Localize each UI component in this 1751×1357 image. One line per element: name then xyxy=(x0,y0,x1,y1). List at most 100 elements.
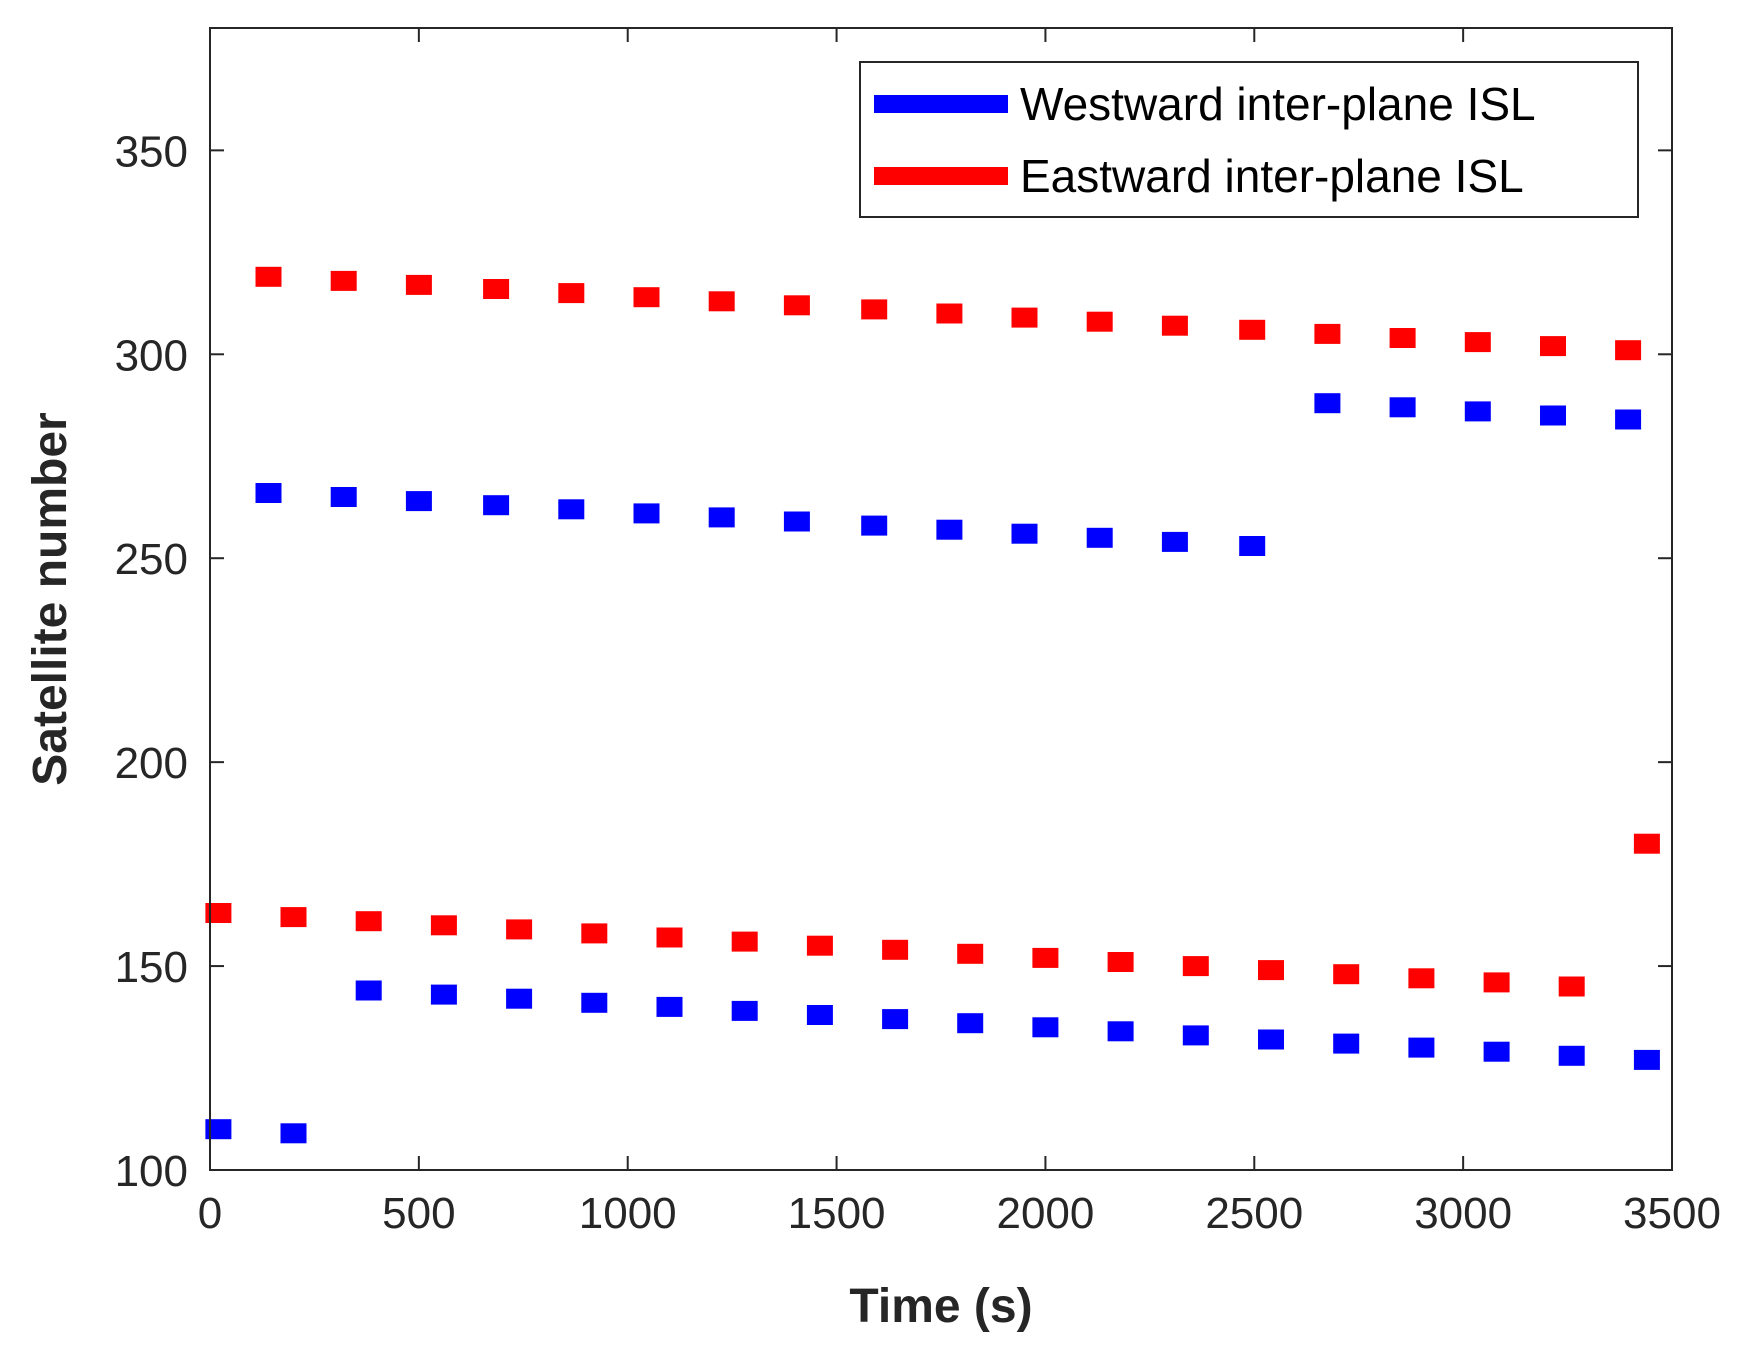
marker-eastward-12 xyxy=(1161,315,1188,336)
y-tick-label-3: 250 xyxy=(115,535,188,584)
marker-westward-11 xyxy=(1086,527,1113,548)
y-tick-label-4: 300 xyxy=(115,331,188,380)
marker-westward-21 xyxy=(355,980,382,1001)
marker-westward-19 xyxy=(205,1119,232,1140)
marker-eastward-28 xyxy=(882,939,909,960)
marker-westward-30 xyxy=(1032,1017,1059,1038)
marker-westward-16 xyxy=(1464,401,1491,422)
data-markers xyxy=(205,266,1660,1144)
marker-westward-14 xyxy=(1314,393,1341,414)
marker-eastward-8 xyxy=(861,299,888,320)
marker-westward-33 xyxy=(1258,1029,1284,1050)
marker-westward-38 xyxy=(1633,1049,1660,1070)
marker-eastward-36 xyxy=(1483,972,1510,993)
legend: Westward inter-plane ISL Eastward inter-… xyxy=(859,61,1639,218)
marker-westward-28 xyxy=(882,1009,909,1030)
marker-eastward-2 xyxy=(405,274,432,295)
marker-eastward-20 xyxy=(280,907,307,928)
marker-westward-37 xyxy=(1558,1045,1585,1066)
marker-eastward-0 xyxy=(255,266,282,287)
marker-westward-15 xyxy=(1389,397,1416,418)
marker-westward-6 xyxy=(708,507,735,528)
marker-eastward-10 xyxy=(1011,307,1038,328)
legend-label-eastward: Eastward inter-plane ISL xyxy=(1020,150,1524,202)
x-tick-label-1: 500 xyxy=(382,1189,455,1238)
marker-eastward-23 xyxy=(506,919,533,940)
x-tick-label-7: 3500 xyxy=(1623,1189,1721,1238)
marker-westward-7 xyxy=(783,511,810,532)
marker-westward-12 xyxy=(1161,531,1188,552)
marker-westward-5 xyxy=(633,503,660,524)
x-tick-label-5: 2500 xyxy=(1205,1189,1303,1238)
marker-eastward-22 xyxy=(430,915,457,936)
legend-label-westward: Westward inter-plane ISL xyxy=(1020,78,1536,130)
y-tick-label-1: 150 xyxy=(115,943,188,992)
marker-westward-23 xyxy=(506,988,533,1009)
marker-westward-34 xyxy=(1333,1033,1360,1054)
legend-box xyxy=(859,61,1639,218)
marker-westward-32 xyxy=(1182,1025,1209,1046)
marker-eastward-13 xyxy=(1239,319,1266,340)
marker-westward-36 xyxy=(1483,1041,1510,1062)
marker-eastward-19 xyxy=(205,903,232,923)
x-tick-label-4: 2000 xyxy=(996,1189,1094,1238)
marker-westward-18 xyxy=(1615,409,1642,430)
marker-westward-22 xyxy=(430,984,457,1005)
marker-eastward-4 xyxy=(558,283,585,304)
marker-westward-26 xyxy=(731,1000,758,1021)
marker-eastward-31 xyxy=(1107,952,1134,972)
ticks: 0 500 1000 1500 2000 2500 3000 3500 100 150 200 250… xyxy=(115,28,1721,1238)
marker-westward-25 xyxy=(656,996,683,1017)
marker-eastward-1 xyxy=(330,270,357,291)
marker-eastward-5 xyxy=(633,287,660,308)
marker-eastward-9 xyxy=(936,303,963,324)
marker-eastward-38 xyxy=(1633,833,1660,854)
marker-eastward-14 xyxy=(1314,323,1341,344)
x-axis-title: Time (s) xyxy=(849,1280,1032,1333)
marker-eastward-35 xyxy=(1408,968,1435,989)
marker-eastward-27 xyxy=(806,935,833,956)
marker-eastward-37 xyxy=(1558,976,1585,997)
marker-eastward-33 xyxy=(1258,960,1284,981)
marker-eastward-32 xyxy=(1182,956,1209,977)
y-axis-title: Satellite number xyxy=(24,412,77,785)
marker-westward-1 xyxy=(330,487,357,507)
marker-westward-0 xyxy=(255,483,282,503)
y-tick-label-5: 350 xyxy=(115,127,188,176)
marker-eastward-6 xyxy=(708,291,735,312)
marker-eastward-11 xyxy=(1086,311,1113,332)
axes xyxy=(209,27,1673,1171)
marker-eastward-7 xyxy=(783,295,810,316)
x-tick-label-2: 1000 xyxy=(579,1189,677,1238)
x-tick-label-3: 1500 xyxy=(788,1189,886,1238)
marker-eastward-3 xyxy=(483,279,510,299)
legend-swatch-westward xyxy=(874,95,1008,113)
marker-westward-9 xyxy=(936,519,963,540)
marker-westward-2 xyxy=(405,491,432,512)
marker-eastward-34 xyxy=(1333,964,1360,985)
marker-westward-3 xyxy=(483,495,510,516)
marker-eastward-21 xyxy=(355,911,382,932)
marker-westward-29 xyxy=(957,1013,984,1034)
y-tick-label-2: 200 xyxy=(115,739,188,788)
marker-eastward-30 xyxy=(1032,947,1059,968)
plot-frame xyxy=(209,27,1673,1171)
marker-westward-27 xyxy=(806,1005,833,1025)
marker-eastward-29 xyxy=(957,943,984,964)
marker-westward-35 xyxy=(1408,1037,1435,1058)
marker-eastward-18 xyxy=(1615,340,1642,361)
x-tick-label-0: 0 xyxy=(198,1189,222,1238)
marker-eastward-24 xyxy=(581,923,608,944)
x-tick-label-6: 3000 xyxy=(1414,1189,1512,1238)
marker-eastward-16 xyxy=(1464,332,1491,353)
marker-westward-10 xyxy=(1011,523,1038,544)
marker-westward-4 xyxy=(558,499,585,520)
y-tick-label-0: 100 xyxy=(115,1147,188,1196)
marker-westward-8 xyxy=(861,515,888,536)
marker-westward-17 xyxy=(1540,405,1566,426)
marker-eastward-25 xyxy=(656,927,683,948)
legend-swatch-eastward xyxy=(874,167,1008,185)
marker-eastward-15 xyxy=(1389,328,1416,348)
marker-westward-24 xyxy=(581,992,608,1013)
